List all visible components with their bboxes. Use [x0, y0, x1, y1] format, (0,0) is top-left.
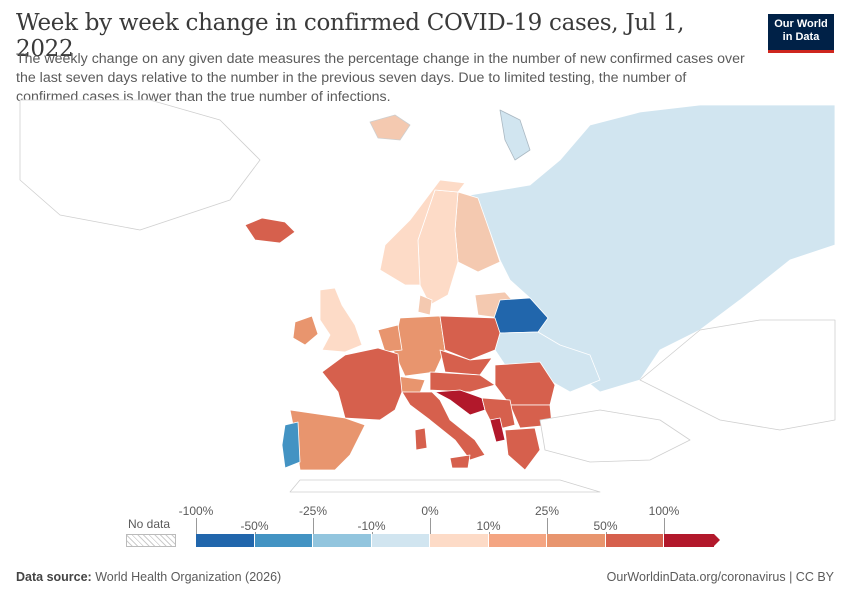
- legend-bin-5[interactable]: [488, 534, 546, 547]
- region-sardinia[interactable]: [414, 427, 428, 451]
- owid-logo[interactable]: Our World in Data: [768, 14, 834, 53]
- logo-line-2: in Data: [782, 31, 820, 43]
- legend-tick-label: 50%: [593, 519, 618, 533]
- legend-tick-mark: [547, 518, 548, 534]
- legend-tick-label: -25%: [298, 504, 328, 518]
- region-russia[interactable]: [469, 104, 836, 393]
- region-poland[interactable]: [439, 315, 501, 361]
- region-ukraine[interactable]: [494, 331, 601, 393]
- legend-bin-1[interactable]: [254, 534, 312, 547]
- legend-tick-label: 100%: [648, 504, 680, 518]
- no-data-swatch[interactable]: [126, 534, 176, 547]
- legend-tick-label: -100%: [178, 504, 214, 518]
- svalbard-outline: [369, 114, 411, 141]
- region-portugal[interactable]: [281, 421, 301, 469]
- region-italy[interactable]: [401, 391, 486, 461]
- region-iceland[interactable]: [244, 217, 296, 244]
- color-legend: No data -100% -25% 0% 25% 100% -50% -10% 10% 50%: [0, 498, 850, 558]
- region-norway[interactable]: [379, 179, 466, 286]
- legend-bin-7[interactable]: [605, 534, 663, 547]
- region-north-africa[interactable]: [289, 479, 601, 493]
- legend-tick-mark: [430, 518, 431, 534]
- legend-tick-mark: [313, 518, 314, 534]
- region-ireland[interactable]: [292, 315, 319, 346]
- footer-url[interactable]: OurWorldinData.org/coronavirus | CC BY: [606, 570, 834, 584]
- novaya-zemlya: [499, 109, 531, 161]
- region-albania[interactable]: [489, 417, 506, 443]
- legend-arrow-tip: [714, 534, 720, 546]
- legend-bin-8[interactable]: [664, 534, 714, 547]
- legend-tick-label: 0%: [421, 504, 439, 518]
- legend-tick-mark: [196, 518, 197, 534]
- region-uk[interactable]: [319, 287, 363, 353]
- greenland-outline: [19, 99, 261, 231]
- legend-tick-mark: [254, 532, 256, 534]
- region-sicily[interactable]: [449, 454, 471, 469]
- legend-tick-mark: [488, 532, 490, 534]
- legend-bin-4[interactable]: [430, 534, 488, 547]
- region-denmark[interactable]: [417, 294, 433, 316]
- chart-title: Week by week change in confirmed COVID-1…: [16, 10, 685, 62]
- legend-tick-label: -50%: [240, 519, 269, 533]
- data-source-value[interactable]: World Health Organization (2026): [95, 570, 282, 584]
- legend-tick-label: 25%: [534, 504, 560, 518]
- no-data-label: No data: [128, 517, 171, 531]
- legend-tick-mark: [371, 532, 373, 534]
- legend-tick-mark: [605, 532, 607, 534]
- logo-line-1: Our World: [774, 18, 828, 30]
- region-austria-hungary[interactable]: [429, 371, 496, 393]
- region-france[interactable]: [321, 347, 403, 421]
- region-kazakhstan[interactable]: [639, 319, 836, 431]
- legend-bin-6[interactable]: [547, 534, 605, 547]
- europe-map[interactable]: [0, 95, 850, 495]
- legend-tick-label: -10%: [357, 519, 386, 533]
- region-benelux[interactable]: [377, 324, 403, 353]
- legend-bin-2[interactable]: [313, 534, 371, 547]
- region-czechia-slovakia[interactable]: [439, 349, 493, 376]
- legend-bin-0[interactable]: [196, 534, 254, 547]
- legend-tick-mark: [664, 518, 665, 534]
- region-turkey[interactable]: [539, 409, 691, 463]
- region-spain[interactable]: [289, 409, 366, 471]
- legend-tick-label: 10%: [476, 519, 501, 533]
- region-serbia[interactable]: [481, 397, 516, 431]
- region-greece[interactable]: [504, 427, 541, 471]
- chart-subtitle: The weekly change on any given date meas…: [16, 51, 745, 105]
- data-source: Data source: World Health Organization (…: [16, 570, 281, 584]
- legend-bin-3[interactable]: [371, 534, 429, 547]
- data-source-label: Data source:: [16, 570, 92, 584]
